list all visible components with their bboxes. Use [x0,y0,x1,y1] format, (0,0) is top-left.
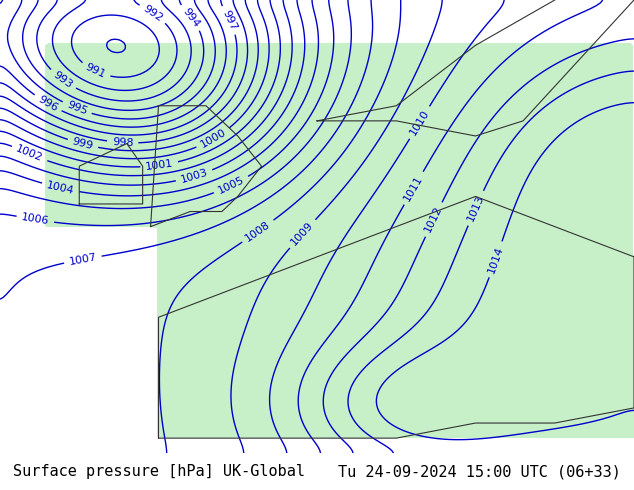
Text: 998: 998 [112,137,134,148]
Text: Tu 24-09-2024 15:00 UTC (06+33): Tu 24-09-2024 15:00 UTC (06+33) [339,464,621,479]
Text: 1000: 1000 [199,127,228,150]
Text: 992: 992 [141,3,165,24]
Text: 1014: 1014 [486,245,505,274]
Text: 1011: 1011 [403,173,425,203]
Text: 1001: 1001 [145,158,174,172]
Text: 1008: 1008 [243,219,273,244]
Text: 991: 991 [84,62,107,80]
Text: 1013: 1013 [465,193,486,223]
Text: 995: 995 [65,100,89,117]
Text: 1009: 1009 [289,220,316,247]
Text: 996: 996 [36,94,60,113]
Text: 999: 999 [71,136,94,151]
Text: 994: 994 [181,6,202,29]
Text: 1002: 1002 [15,144,44,164]
Text: 997: 997 [221,8,239,32]
Text: 1005: 1005 [217,175,246,196]
Text: 1007: 1007 [68,252,98,267]
Text: 1006: 1006 [21,212,50,227]
Text: 1010: 1010 [408,108,431,137]
Text: 1004: 1004 [46,180,75,196]
Text: 993: 993 [51,70,74,90]
Text: 1012: 1012 [423,205,444,234]
Text: 1003: 1003 [179,168,209,185]
Text: Surface pressure [hPa] UK-Global: Surface pressure [hPa] UK-Global [13,464,305,479]
